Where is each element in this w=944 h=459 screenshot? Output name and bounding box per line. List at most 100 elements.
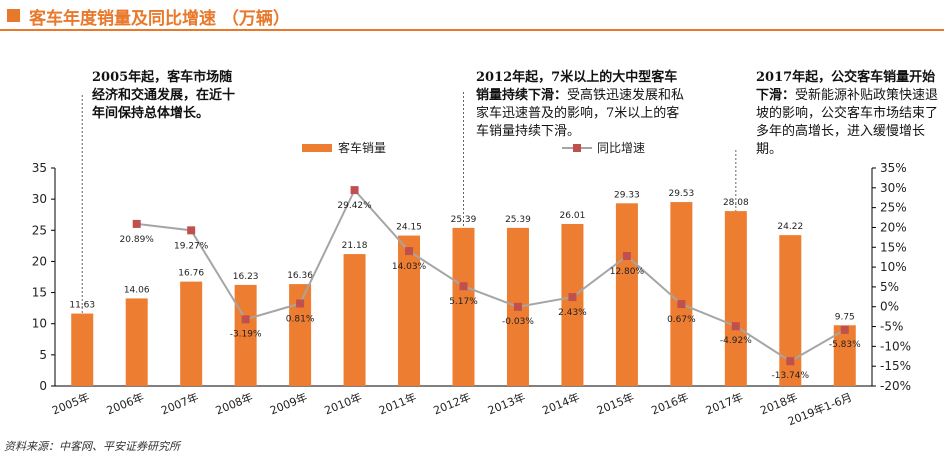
y-tick-label-left: 35 [32,161,47,175]
bar [615,203,638,386]
growth-value-label: 29.42% [337,201,372,211]
growth-value-label: 14.03% [392,262,427,272]
bar [125,298,148,386]
bar [670,202,693,386]
growth-marker [132,219,141,228]
y-tick-label-right: 0% [880,300,899,314]
x-tick-label: 2008年 [213,390,254,418]
y-tick-label-right: 25% [880,201,907,215]
annotation-2012-text: 受高铁迅速发展和私家车迅速普及的影响，7米以上的客车销量持续下滑。 [476,88,685,139]
y-tick-label-right: -5% [880,320,903,334]
growth-marker [350,186,359,195]
title-marker [7,9,20,22]
annotation-2012-bold: 2012年起，7米以上的大中型客车销量持续下滑： [476,70,678,103]
growth-marker [241,315,250,324]
growth-value-label: -3.19% [230,329,262,339]
legend-bar-label: 客车销量 [338,140,386,155]
growth-value-label: 0.81% [286,315,315,325]
page-header: 客车年度销量及同比增速 （万辆） [0,0,944,31]
growth-marker [459,282,468,291]
y-tick-label-left: 5 [39,348,47,362]
bar [779,235,802,386]
bar-value-label: 11.63 [69,301,95,311]
growth-marker [568,293,577,302]
annotation-2017-bold: 2017年起，公交客车销量开始下滑： [756,70,936,103]
bar-value-label: 25.39 [451,215,477,225]
bar-value-label: 24.22 [777,222,803,232]
y-tick-label-left: 10 [32,317,47,331]
growth-value-label: -5.83% [829,340,861,350]
x-tick-label: 2013年 [486,390,527,418]
bar-value-label: 26.01 [560,211,586,221]
growth-value-label: -4.92% [720,336,752,346]
growth-value-label: 19.27% [174,241,209,251]
bar [343,254,366,386]
bar [71,313,94,386]
growth-marker [187,226,196,235]
annotation-2005: 2005年起，客车市场随经济和交通发展，在近十年间保持总体增长。 [92,69,242,123]
bar [561,223,584,386]
y-tick-label-left: 25 [32,223,47,237]
x-tick-label: 2017年 [704,390,745,418]
bar-value-label: 25.39 [505,215,531,225]
bar-value-label: 28.08 [723,198,749,208]
growth-value-label: 20.89% [120,235,155,245]
x-tick-label: 2009年 [268,390,309,418]
growth-line [136,188,846,363]
growth-value-label: 0.67% [667,315,696,325]
growth-marker [296,299,305,308]
legend-line-label: 同比增速 [597,141,645,155]
bar-value-label: 21.18 [342,241,368,251]
title-underline [0,29,944,31]
x-tick-label: 2014年 [540,390,581,418]
x-tick-label: 2012年 [431,390,472,418]
x-tick-label: 2011年 [377,390,418,418]
bar-value-label: 16.76 [178,269,204,279]
growth-marker [677,300,686,309]
bar-value-label: 9.75 [835,312,855,322]
y-tick-label-right: 20% [880,220,907,234]
growth-marker [405,247,414,256]
bar-value-label: 16.36 [287,271,313,281]
x-tick-label: 2005年 [50,390,91,418]
y-tick-label-left: 0 [39,379,47,393]
bar-value-label: 29.53 [668,189,694,199]
growth-marker [731,322,740,331]
growth-value-label: 5.17% [449,297,478,307]
bar [833,325,856,386]
annotation-2017-text: 受新能源补贴政策快速退坡的影响，公交客车市场结束了多年的高增长，进入缓慢增长期。 [756,88,939,157]
y-tick-label-right: 30% [880,181,907,195]
growth-value-label: -0.03% [502,317,534,327]
source-note: 资料来源：中客网、平安证券研究所 [4,440,180,453]
y-tick-label-right: -20% [880,379,911,393]
bar [180,281,203,386]
bar-value-label: 16.23 [233,272,259,282]
bar [289,284,312,386]
growth-value-label: -13.74% [772,371,810,381]
page-title: 客车年度销量及同比增速 （万辆） [29,9,290,29]
x-tick-label: 2006年 [104,390,145,418]
y-tick-label-right: 10% [880,260,907,274]
growth-value-label: 12.80% [610,267,645,277]
y-tick-label-left: 30 [32,192,47,206]
bar [398,235,421,386]
x-tick-label: 2010年 [322,390,363,418]
sales-chart: 0 5 10 15 20 25 30 35 -20% -15% -10% -5% 0% 5% 10% 15% 2… [32,92,911,428]
growth-marker [786,357,795,366]
annotation-2005-bold: 2005年起，客车市场随经济和交通发展，在近十年间保持总体增长。 [92,70,236,121]
y-tick-label-left: 15 [32,286,47,300]
bar-value-label: 29.33 [614,190,640,200]
annotation-2017: 2017年起，公交客车销量开始下滑：受新能源补贴政策快速退坡的影响，公交客车市场… [756,69,940,159]
legend-bar-swatch [302,144,332,152]
bar-value-label: 24.15 [396,223,422,233]
y-tick-label-right: 5% [880,280,899,294]
y-tick-label-right: 35% [880,161,907,175]
x-tick-label: 2016年 [649,390,690,418]
bar [724,211,747,386]
x-tick-label: 2007年 [159,390,200,418]
annotation-2012: 2012年起，7米以上的大中型客车销量持续下滑：受高铁迅速发展和私家车迅速普及的… [476,69,686,141]
y-tick-label-right: -10% [880,339,911,353]
x-tick-label: 2015年 [595,390,636,418]
y-tick-label-left: 20 [32,254,47,268]
y-tick-label-right: -15% [880,359,911,373]
